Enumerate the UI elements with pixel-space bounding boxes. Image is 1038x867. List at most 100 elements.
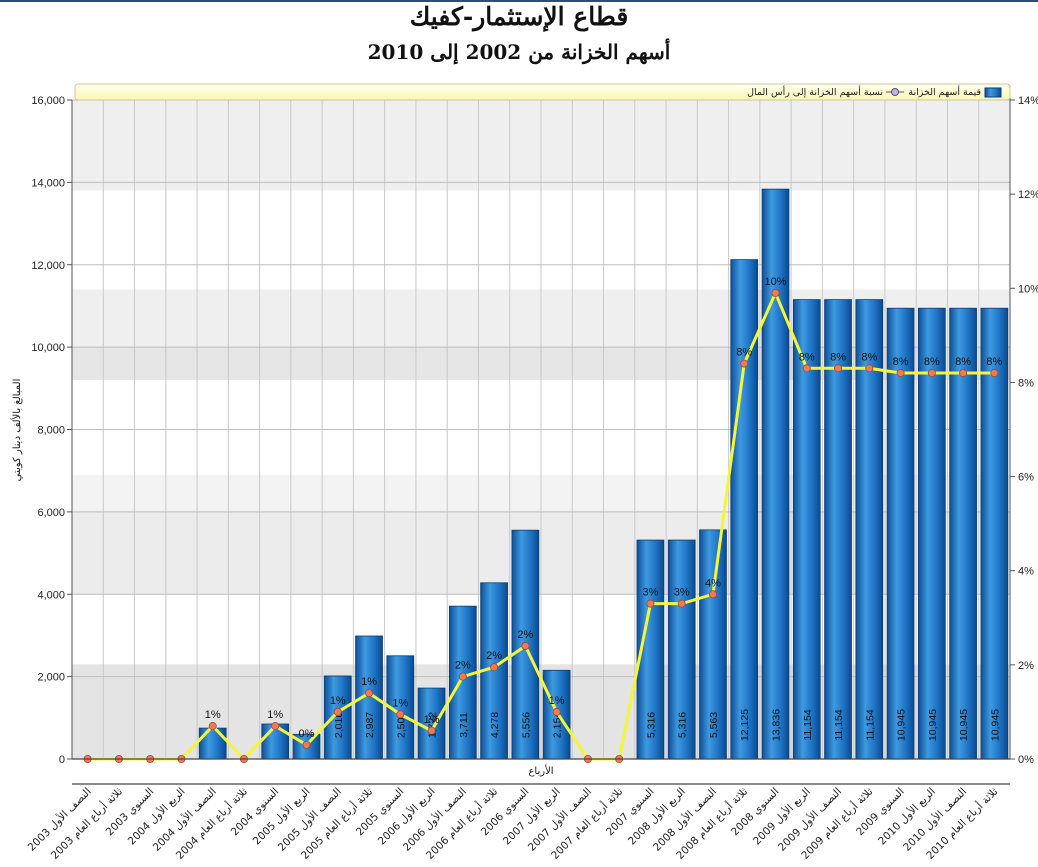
bar	[323, 675, 352, 760]
bar-value-label: 2,506	[395, 712, 407, 738]
y2-tick-label: 6%	[1018, 472, 1034, 484]
ratio-value-label: 8%	[799, 351, 815, 363]
bar	[761, 188, 790, 760]
y-tick-label: 14,000	[31, 177, 65, 189]
y-tick-label: 16,000	[31, 95, 65, 107]
ratio-point	[834, 364, 843, 373]
bar-value-label: 12,125	[739, 709, 751, 741]
ratio-value-label: 8%	[830, 351, 846, 363]
ratio-line	[87, 289, 995, 762]
chart-title: قطاع الإستثمار-كفيك	[409, 2, 629, 31]
bar	[730, 259, 759, 760]
legend-line-label: نسبة أسهم الخزانة إلى رأس المال	[747, 85, 883, 98]
x-category-label: الربع الأول 2006	[375, 785, 438, 848]
ratio-line-series: 1% 1% 0% 1% 1% 1% 1% 2% 2% 2% 1% 3% 3% 4% 8% 10% 8% 8% 8% 8…	[83, 276, 1003, 764]
ratio-value-label: 1%	[205, 709, 221, 721]
bar-value-label: 5,556	[520, 712, 532, 738]
ratio-value-label: 3%	[642, 587, 658, 599]
ratio-point	[396, 710, 405, 719]
ratio-value-label: 2%	[455, 660, 471, 672]
y-tick-label: 0	[59, 754, 65, 766]
bar-value-label: 5,316	[677, 712, 689, 738]
x-category-label: الربع الأول 2008	[625, 785, 688, 848]
ratio-point	[740, 359, 749, 368]
legend: قيمة أسهم الخزانة نسبة أسهم الخزانة إلى …	[74, 83, 1011, 101]
y2-tick-label: 12%	[1018, 189, 1038, 201]
ratio-point	[677, 599, 686, 608]
ratio-value-label: 10%	[764, 276, 786, 288]
ratio-value-label: 2%	[486, 650, 502, 662]
bar	[949, 307, 977, 760]
x-category-label: الربع الأول 2010	[875, 785, 938, 848]
legend-box	[74, 83, 1011, 101]
bar-value-label: 2,016	[333, 712, 345, 738]
bar-value-label: 10,945	[989, 709, 1001, 741]
ratio-point	[458, 672, 467, 681]
ratio-value-label: 3%	[674, 587, 690, 599]
ratio-point	[552, 707, 561, 716]
y-tick-label: 12,000	[31, 260, 65, 272]
ratio-point	[365, 689, 374, 698]
x-category-label: الربع الأول 2009	[750, 785, 813, 848]
ratio-point	[771, 288, 780, 297]
ratio-value-label: 1%	[392, 697, 408, 709]
bar-value-label: 5,563	[708, 712, 720, 738]
bar-value-label: 4,278	[489, 712, 501, 738]
y2-tick-label: 2%	[1018, 660, 1034, 672]
y2-tick-label: 4%	[1018, 566, 1034, 578]
ratio-point	[427, 726, 436, 735]
ratio-value-label: 8%	[893, 356, 909, 368]
bar-value-label: 10,945	[896, 709, 908, 741]
ratio-point	[927, 369, 936, 378]
bar	[855, 299, 884, 760]
ratio-value-label: 1%	[267, 709, 283, 721]
ratio-point	[490, 663, 499, 672]
legend-bar-label: قيمة أسهم الخزانة	[908, 85, 981, 98]
ratio-value-label: 8%	[924, 356, 940, 368]
legend-line-marker	[891, 88, 899, 96]
chart-subtitle: أسهم الخزانة من 2002 إلى 2010	[367, 40, 671, 64]
bar-value-label: 2,987	[364, 712, 376, 738]
bar-value-label: 5,316	[645, 712, 657, 738]
ratio-point	[271, 722, 280, 731]
bar-value-label: 11,154	[833, 709, 845, 740]
ratio-point	[333, 707, 342, 716]
ratio-value-label: 8%	[955, 356, 971, 368]
ratio-point	[521, 642, 530, 651]
ratio-value-label: 2%	[517, 629, 533, 641]
bar-value-label: 11,154	[864, 709, 876, 740]
bar	[198, 727, 227, 760]
bar	[980, 307, 1009, 760]
ratio-value-label: 1%	[361, 676, 377, 688]
y-tick-label: 2,000	[37, 672, 65, 684]
x-category-label: الربع الأول 2007	[500, 785, 563, 848]
ratio-point	[708, 590, 717, 599]
ratio-point	[208, 722, 217, 731]
bar-series: 2,016 2,987 2,506 1,722 3,711 4,278 5,556 2,154…	[198, 188, 1009, 760]
bar	[448, 605, 477, 760]
bar	[699, 529, 727, 760]
y2-tick-label: 0%	[1018, 754, 1034, 766]
ratio-value-label: 0%	[299, 728, 315, 740]
ratio-value-label: 1%	[330, 695, 346, 707]
x-category-label: الربع الأول 2005	[250, 785, 313, 848]
top-border-line	[0, 0, 1038, 2]
y-axis-title: المبالغ بالألف دينار كويتي	[10, 379, 23, 482]
bar-value-label: 3,711	[458, 712, 470, 738]
bar	[886, 307, 915, 760]
y-tick-label: 6,000	[37, 507, 65, 519]
x-axis-title: الأرباع	[528, 764, 553, 777]
x-category-label: الربع الأول 2004	[125, 785, 188, 848]
y-tick-label: 10,000	[31, 342, 65, 354]
y-tick-label: 4,000	[37, 589, 65, 601]
ratio-value-label: 1%	[549, 695, 565, 707]
y-tick-label: 8,000	[37, 425, 65, 437]
bar	[792, 299, 821, 760]
ratio-value-label: 8%	[736, 347, 752, 359]
y2-tick-label: 10%	[1018, 283, 1038, 295]
bar	[667, 539, 696, 760]
ratio-point	[646, 599, 655, 608]
bar-value-label: 10,945	[958, 709, 970, 741]
ratio-value-label: 1%	[424, 714, 440, 726]
